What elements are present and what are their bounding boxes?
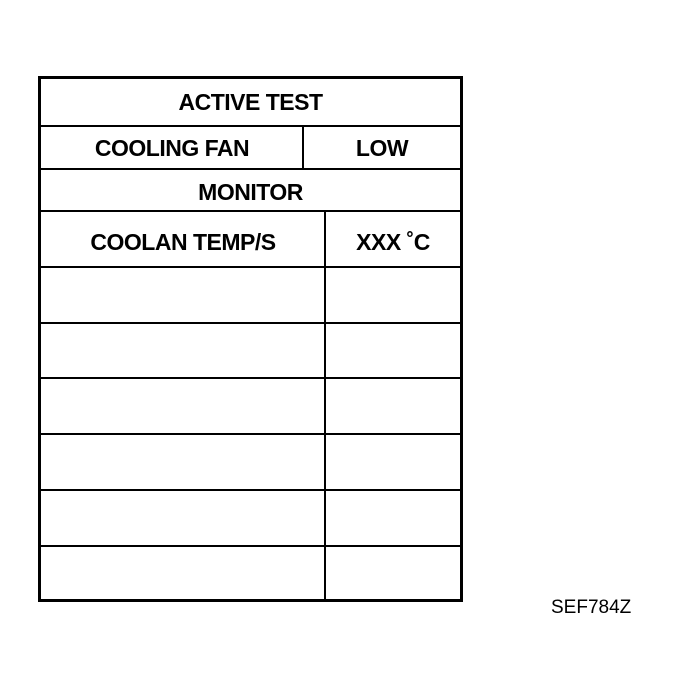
- row-divider: [41, 545, 460, 547]
- divider: [324, 210, 326, 599]
- test-item-label: COOLING FAN: [94, 135, 250, 161]
- figure-id: SEF784Z: [551, 597, 632, 618]
- monitor-title: MONITOR: [198, 179, 303, 205]
- consult-screen: ACTIVE TEST COOLING FAN LOW MONITOR COOL…: [38, 76, 463, 602]
- active-test-title: ACTIVE TEST: [178, 89, 323, 115]
- row-divider: [41, 377, 460, 379]
- monitor-row-label: COOLAN TEMP/S: [90, 229, 276, 255]
- row-divider: [41, 433, 460, 435]
- divider: [41, 125, 460, 127]
- row-divider: [41, 489, 460, 491]
- divider: [41, 168, 460, 170]
- test-item-value: LOW: [355, 135, 409, 161]
- row-divider: [41, 266, 460, 268]
- monitor-row-value: XXX ˚C: [356, 229, 430, 255]
- row-divider: [41, 322, 460, 324]
- divider: [302, 125, 304, 169]
- divider: [41, 210, 460, 212]
